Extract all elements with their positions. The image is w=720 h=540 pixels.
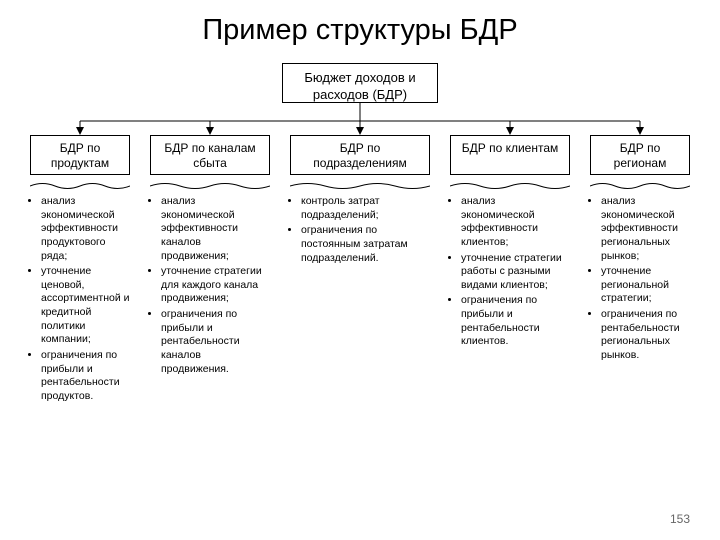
child-node: БДР по клиентам <box>450 135 570 175</box>
bullet-item: уточнение региональной стратегии; <box>601 265 690 306</box>
child-node: БДР по подразделениям <box>290 135 430 175</box>
page-number: 153 <box>670 512 690 526</box>
wave-separator <box>150 181 270 191</box>
bullet-item: анализ экономической эффективности канал… <box>161 195 270 263</box>
child-bullets: анализ экономической эффективности клиен… <box>450 195 570 351</box>
child-node: БДР по регионам <box>590 135 690 175</box>
bullet-item: анализ экономической эффективности регио… <box>601 195 690 263</box>
bullet-item: уточнение ценовой, ассортиментной и кред… <box>41 265 130 347</box>
bullet-item: уточнение стратегии для каждого канала п… <box>161 265 270 306</box>
bullet-item: ограничения по прибыли и рентабельности … <box>461 294 570 349</box>
wave-separator <box>590 181 690 191</box>
wave-separator <box>30 181 130 191</box>
bullet-item: ограничения по постоянным затратам подра… <box>301 224 430 265</box>
child-bullets: анализ экономической эффективности регио… <box>590 195 690 365</box>
bullet-item: ограничения по рентабельности региональн… <box>601 308 690 363</box>
child-bullets: анализ экономической эффективности канал… <box>150 195 270 378</box>
child-node: БДР по каналам сбыта <box>150 135 270 175</box>
child-bullets: анализ экономической эффективности проду… <box>30 195 130 406</box>
org-tree-diagram: Бюджет доходов и расходов (БДР) БДР по пр… <box>20 55 700 475</box>
root-node: Бюджет доходов и расходов (БДР) <box>282 63 438 103</box>
bullet-item: контроль затрат подразделений; <box>301 195 430 222</box>
bullet-item: анализ экономической эффективности проду… <box>41 195 130 263</box>
wave-separator <box>450 181 570 191</box>
bullet-item: ограничения по прибыли и рентабельности … <box>161 308 270 376</box>
wave-separator <box>290 181 430 191</box>
slide-title: Пример структуры БДР <box>0 0 720 55</box>
bullet-item: ограничения по прибыли и рентабельности … <box>41 349 130 404</box>
bullet-item: анализ экономической эффективности клиен… <box>461 195 570 250</box>
child-bullets: контроль затрат подразделений;ограничени… <box>290 195 430 267</box>
child-node: БДР по продуктам <box>30 135 130 175</box>
bullet-item: уточнение стратегии работы с разными вид… <box>461 252 570 293</box>
